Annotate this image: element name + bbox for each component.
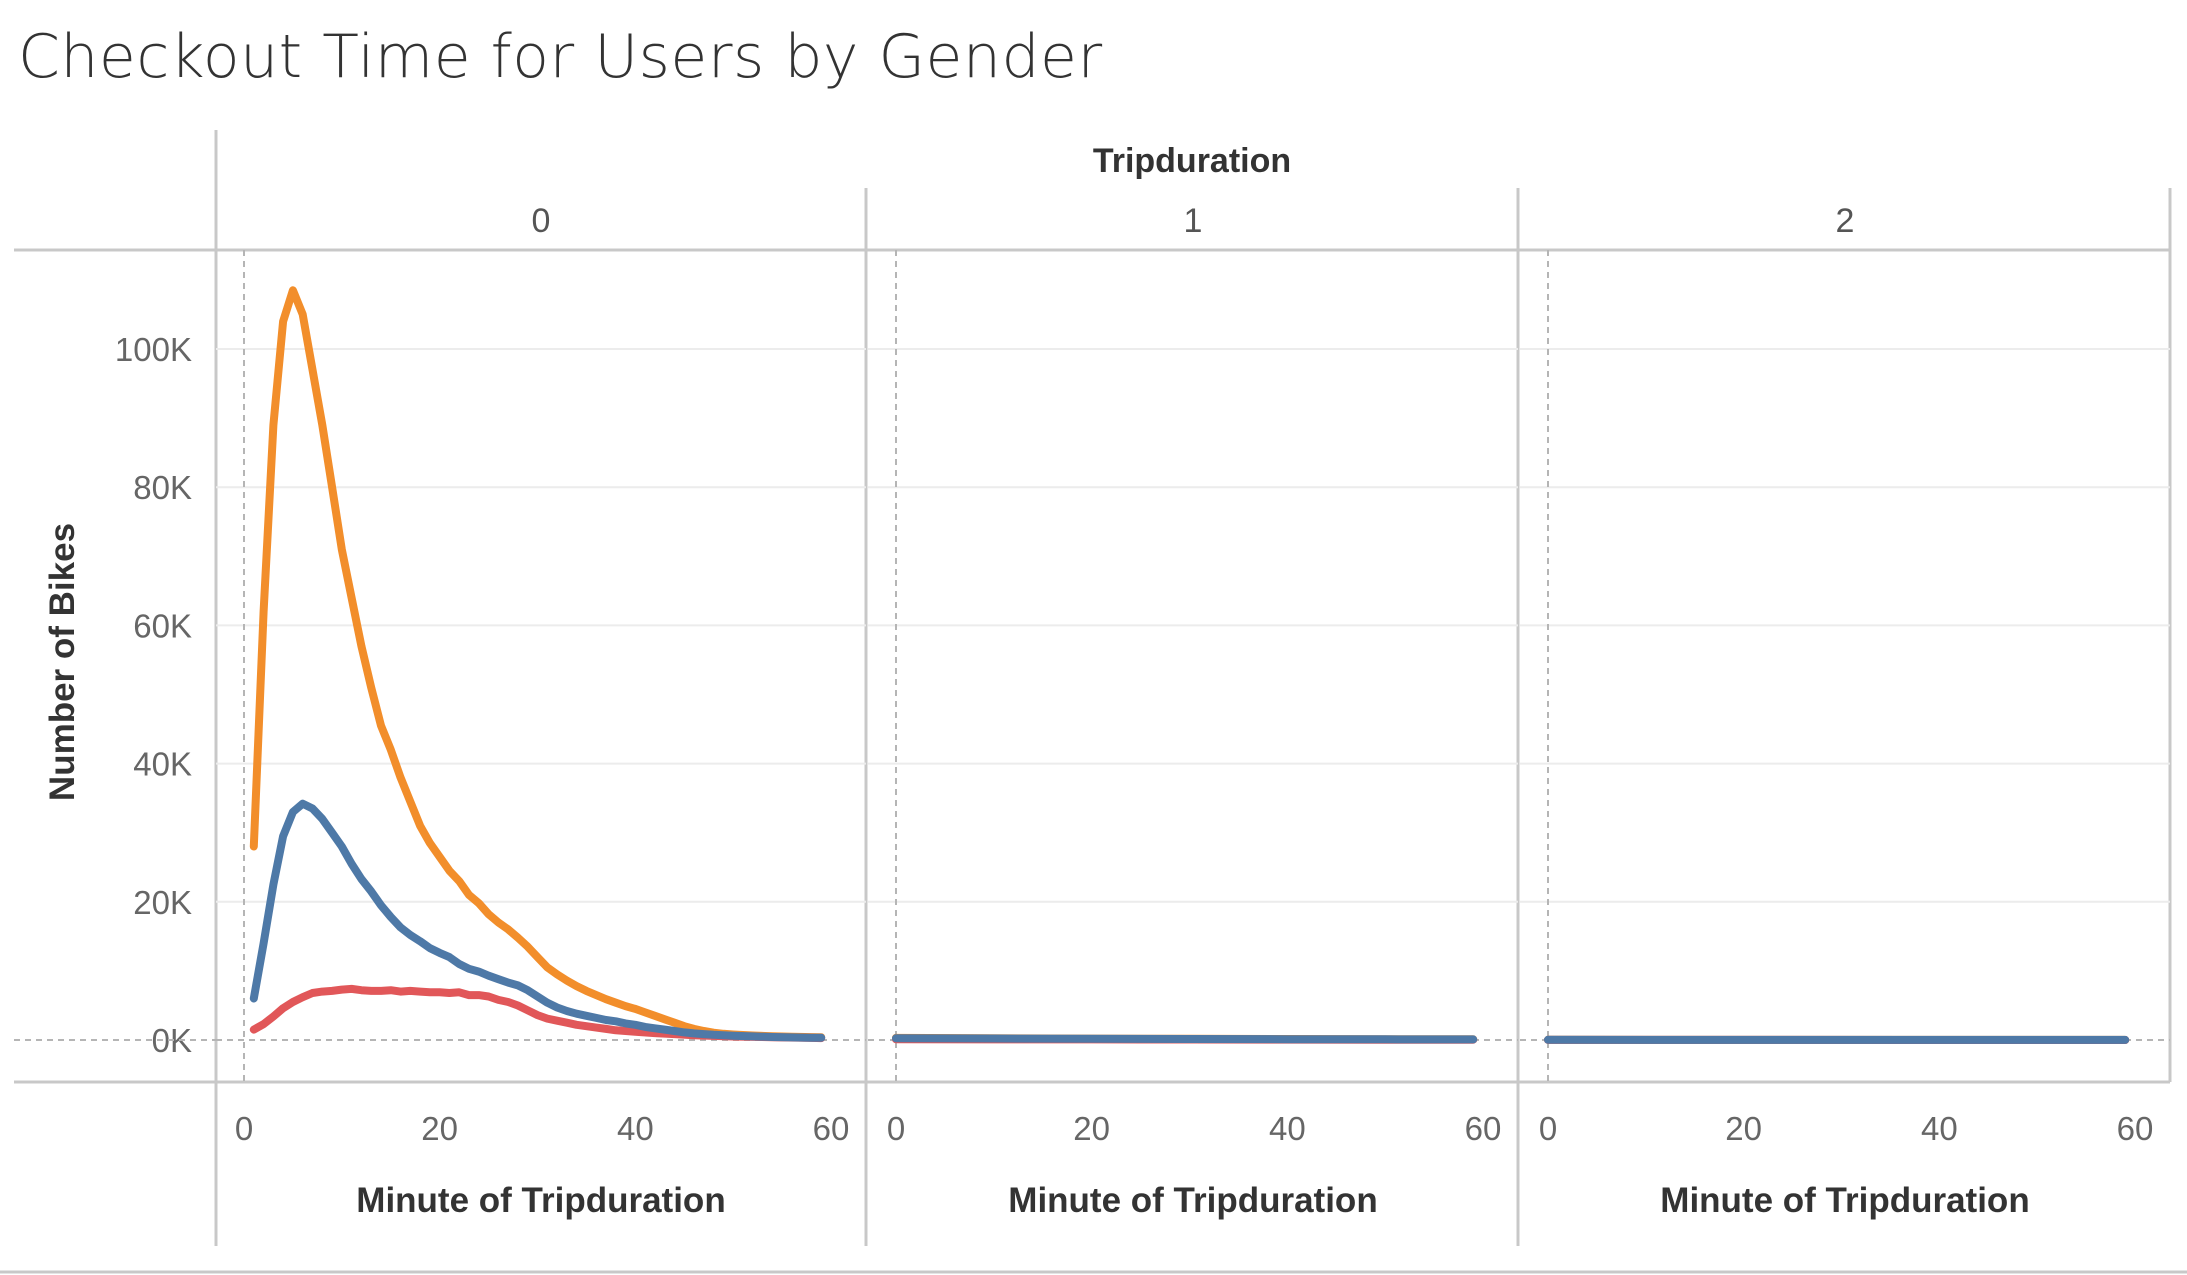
y-tick-label: 80K xyxy=(133,469,192,506)
x-tick-label: 60 xyxy=(1465,1110,1502,1147)
x-tick-label: 40 xyxy=(1269,1110,1306,1147)
y-tick-label: 100K xyxy=(115,331,192,368)
x-tick-label: 40 xyxy=(1921,1110,1958,1147)
x-axis-label: Minute of Tripduration xyxy=(356,1181,725,1220)
x-tick-label: 20 xyxy=(421,1110,458,1147)
column-header-value: 2 xyxy=(1836,202,1855,240)
y-tick-label: 40K xyxy=(133,746,192,783)
x-tick-label: 60 xyxy=(2117,1110,2154,1147)
panel-1: 1 0 20 40 60 Minute of Tripduration xyxy=(868,202,1518,1220)
panel-0: 0 0 20 40 60 Minute of Tripduration xyxy=(14,202,866,1220)
y-tick-label: 20K xyxy=(133,884,192,921)
chart-frame xyxy=(0,130,2187,1274)
column-header-value: 0 xyxy=(532,202,551,240)
series-line xyxy=(249,286,826,1042)
chart-title: Checkout Time for Users by Gender xyxy=(18,22,1103,92)
x-tick-label: 0 xyxy=(235,1110,253,1147)
series-line xyxy=(249,799,826,1042)
x-tick-label: 60 xyxy=(813,1110,850,1147)
series-line xyxy=(249,984,826,1043)
x-axis-label: Minute of Tripduration xyxy=(1660,1181,2029,1220)
y-tick-label: 60K xyxy=(133,607,192,644)
x-tick-label: 20 xyxy=(1073,1110,1110,1147)
column-header-title: Tripduration xyxy=(1093,142,1291,180)
series-line xyxy=(892,1034,1478,1044)
x-tick-label: 20 xyxy=(1725,1110,1762,1147)
x-tick-label: 40 xyxy=(617,1110,654,1147)
y-axis-label: Number of Bikes xyxy=(43,523,82,801)
x-tick-label: 0 xyxy=(1539,1110,1557,1147)
x-tick-label: 0 xyxy=(887,1110,905,1147)
x-axis-label: Minute of Tripduration xyxy=(1008,1181,1377,1220)
column-header-value: 1 xyxy=(1184,202,1203,240)
